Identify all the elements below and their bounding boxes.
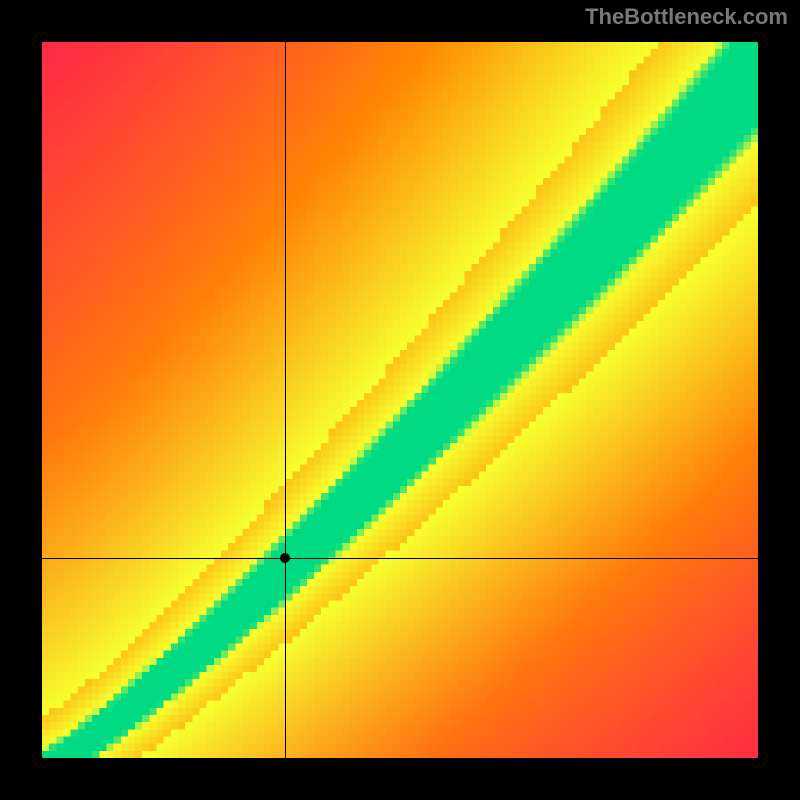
chart-container: TheBottleneck.com — [0, 0, 800, 800]
heatmap-plot — [42, 42, 758, 758]
heatmap-canvas — [42, 42, 758, 758]
attribution-text: TheBottleneck.com — [585, 4, 788, 30]
